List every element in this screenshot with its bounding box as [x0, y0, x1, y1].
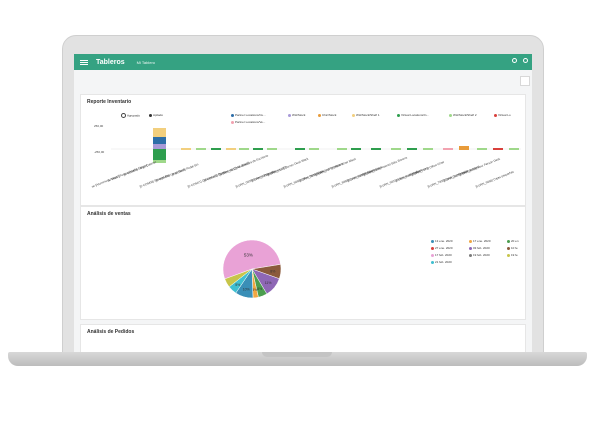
- y-tick-bottom: -250,00: [94, 150, 105, 154]
- pie-slice-label: 3%: [252, 288, 257, 292]
- bar: [371, 148, 381, 150]
- inventory-card: Reporte Inventario Agrupado Apilado Part…: [80, 94, 526, 206]
- bar-segment: [153, 144, 166, 149]
- app-title: Tableros: [96, 58, 125, 66]
- sales-legend-item[interactable]: 13 ene. 2020: [431, 239, 453, 243]
- sales-legend-item[interactable]: 19 feb. 2020: [469, 253, 490, 257]
- inventory-legend-item[interactable]: Virtual Lo: [494, 113, 511, 117]
- pie-slice-label: 5%: [257, 287, 262, 291]
- layout-button[interactable]: [520, 76, 530, 86]
- settings-icon[interactable]: [512, 58, 517, 63]
- inventory-legend-item[interactable]: WH/Stock: [288, 113, 305, 117]
- sales-legend-item[interactable]: 27 ene. 2020: [431, 246, 453, 250]
- bar: [196, 148, 206, 150]
- sales-legend-item[interactable]: 20 en: [507, 239, 519, 243]
- top-navbar: Tableros Mi Tablero: [74, 54, 532, 70]
- inventory-legend-item[interactable]: Chic/Stock: [318, 113, 336, 117]
- y-tick-top: 250,00: [94, 124, 104, 128]
- laptop-notch: [262, 352, 332, 357]
- inventory-legend-item[interactable]: Partner Locations/Ve...: [231, 120, 265, 124]
- bar-segment: [153, 128, 166, 137]
- inventory-legend-item[interactable]: WH/Stock/Shelf 2: [449, 113, 477, 117]
- pie-slice-label: 10%: [243, 288, 250, 292]
- bar: [295, 148, 305, 150]
- bar: [253, 148, 263, 150]
- pie-slice-label: 5%: [235, 283, 240, 287]
- screen: Tableros Mi Tablero Reporte Inventario A…: [74, 54, 532, 352]
- bar: [351, 148, 361, 150]
- bar: [267, 148, 277, 150]
- control-panel: [74, 70, 532, 94]
- pie-slice-label: 53%: [244, 252, 253, 257]
- bar-segment: [153, 137, 166, 144]
- sales-legend-item[interactable]: 03 feb. 2020: [469, 246, 490, 250]
- pie-slice-label: 11%: [265, 281, 272, 285]
- user-icon[interactable]: [523, 58, 528, 63]
- sales-card: Análisis de ventas 53% 8% 11% 5% 3% 10% 5% 13 …: [80, 206, 526, 320]
- bar: [211, 148, 221, 150]
- pie-slice: [224, 268, 253, 288]
- bar: [459, 146, 469, 150]
- laptop-base: [8, 352, 587, 366]
- bar: [181, 148, 191, 150]
- bar: [423, 148, 433, 150]
- sales-legend-item[interactable]: 17 ene. 2020: [469, 239, 491, 243]
- pie-slice-label: 8%: [270, 269, 275, 273]
- bar: [509, 148, 519, 150]
- orders-card: Análisis de Pedidos: [80, 324, 526, 352]
- sales-legend-item[interactable]: 10 fe: [507, 246, 518, 250]
- bar: [477, 148, 487, 150]
- bar: [407, 148, 417, 150]
- bar: [309, 148, 319, 150]
- bar: [493, 148, 503, 150]
- orders-title: Análisis de Pedidos: [87, 329, 135, 335]
- bar: [443, 148, 453, 150]
- hamburger-icon[interactable]: [80, 59, 88, 65]
- bar-segment: [153, 160, 166, 163]
- stacked-toggle[interactable]: Apilado: [149, 113, 163, 117]
- pie-slice: [222, 239, 281, 280]
- sales-title: Análisis de ventas: [87, 211, 131, 217]
- inventory-legend-item[interactable]: Partner Locations/Cu...: [231, 113, 266, 117]
- grouped-toggle[interactable]: Agrupado: [121, 113, 140, 118]
- bar: [391, 148, 401, 150]
- bar: [337, 148, 347, 150]
- bar: [226, 148, 236, 150]
- sales-legend-item[interactable]: 17 feb. 2020: [431, 253, 452, 257]
- inventory-legend-item[interactable]: Virtual Locations/In...: [397, 113, 429, 117]
- nav-link-my-dashboard[interactable]: Mi Tablero: [136, 59, 156, 65]
- bar: [239, 148, 249, 150]
- sales-legend-item[interactable]: 21 feb. 2020: [431, 260, 452, 264]
- sales-legend-item[interactable]: 19 fe: [507, 253, 518, 257]
- inventory-title: Reporte Inventario: [87, 99, 132, 105]
- sales-pie-chart: 53%8%11%5%3%10%5%: [222, 239, 282, 299]
- inventory-legend-item[interactable]: WH/Stock/Shelf 1: [352, 113, 380, 117]
- inventory-chart: [111, 128, 521, 163]
- bar-segment: [153, 149, 166, 160]
